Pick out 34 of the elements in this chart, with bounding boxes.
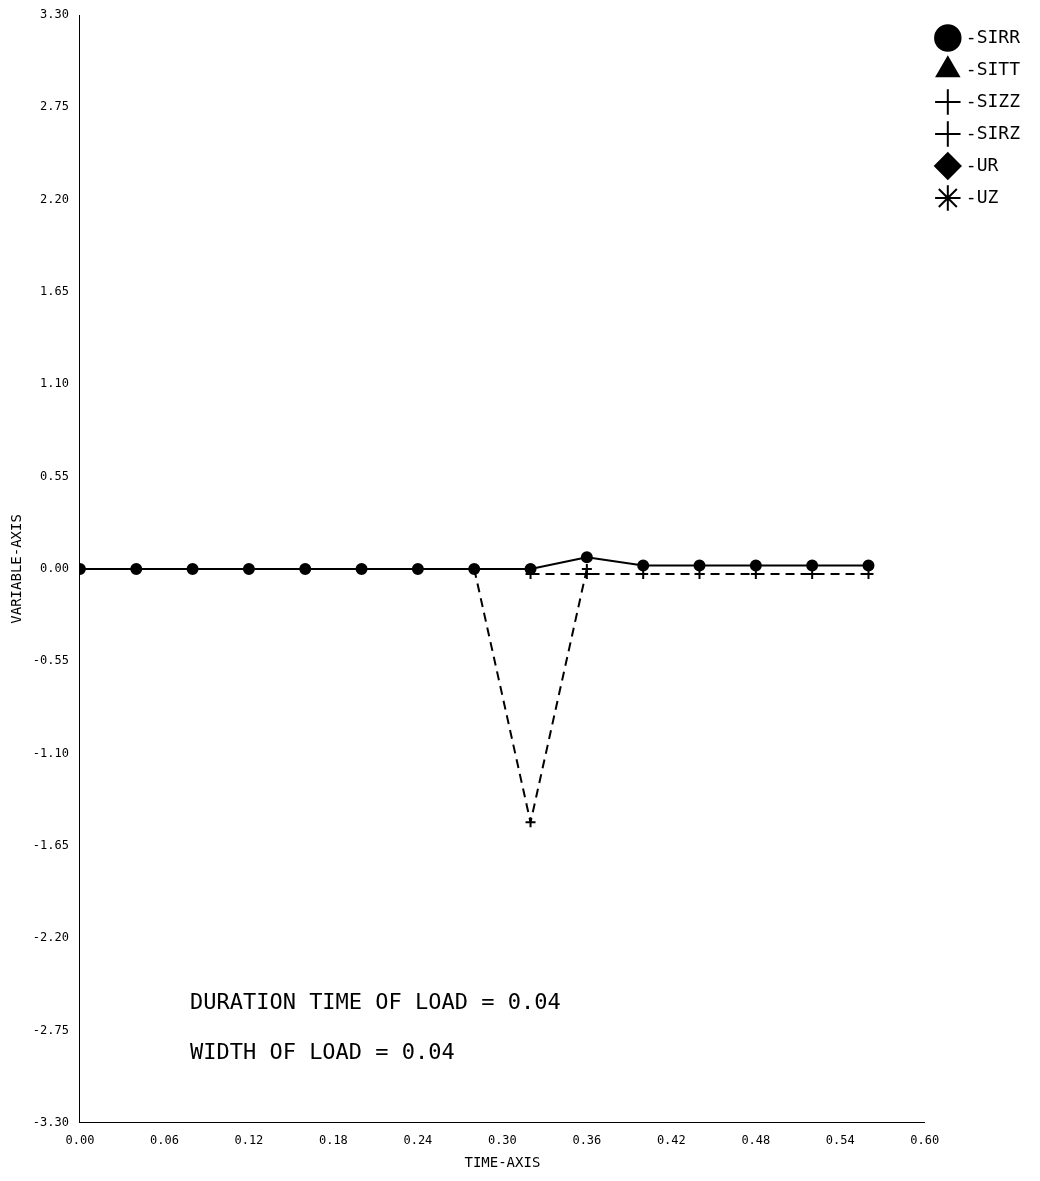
x-tick-label: 0.42 bbox=[656, 1133, 686, 1148]
annotation: DURATION TIME OF LOAD = 0.04 bbox=[189, 988, 561, 1014]
y-tick-label: 3.30 bbox=[40, 7, 69, 22]
y-tick-label: -3.30 bbox=[32, 1114, 69, 1129]
x-axis-title: TIME-AXIS bbox=[464, 1154, 541, 1171]
y-tick-label: 0.55 bbox=[40, 468, 69, 483]
y-tick-label: -1.65 bbox=[32, 837, 69, 852]
y-tick-label: 2.20 bbox=[40, 191, 69, 206]
x-tick-label: 0.48 bbox=[741, 1133, 771, 1148]
x-tick-label: 0.24 bbox=[403, 1133, 433, 1148]
y-tick-label: 1.65 bbox=[40, 284, 69, 299]
x-tick-label: 0.12 bbox=[234, 1133, 264, 1148]
x-tick-label: 0.00 bbox=[65, 1133, 95, 1148]
x-tick-label: 0.30 bbox=[487, 1133, 517, 1148]
x-tick-label: 0.36 bbox=[572, 1133, 602, 1148]
y-tick-label: -2.20 bbox=[32, 930, 69, 945]
y-tick-label: 1.10 bbox=[40, 376, 69, 391]
legend-label: -UR bbox=[965, 153, 999, 175]
legend-label: -SIZZ bbox=[965, 89, 1021, 111]
x-tick-label: 0.18 bbox=[318, 1133, 348, 1148]
x-tick-label: 0.54 bbox=[825, 1133, 855, 1148]
y-tick-label: 2.75 bbox=[40, 99, 69, 114]
legend-label: -SIRZ bbox=[965, 121, 1021, 143]
y-tick-label: -1.10 bbox=[32, 745, 69, 760]
x-tick-label: 0.60 bbox=[910, 1133, 940, 1148]
legend-label: -UZ bbox=[965, 185, 999, 207]
legend-label: -SIRR bbox=[965, 25, 1021, 47]
y-tick-label: -0.55 bbox=[32, 653, 69, 668]
y-axis-title: VARIABLE-AXIS bbox=[8, 514, 25, 624]
legend-label: -SITT bbox=[965, 57, 1021, 79]
y-tick-label: 0.00 bbox=[40, 561, 69, 576]
x-tick-label: 0.06 bbox=[149, 1133, 179, 1148]
y-tick-label: -2.75 bbox=[32, 1022, 69, 1037]
annotation: WIDTH OF LOAD = 0.04 bbox=[189, 1038, 455, 1064]
